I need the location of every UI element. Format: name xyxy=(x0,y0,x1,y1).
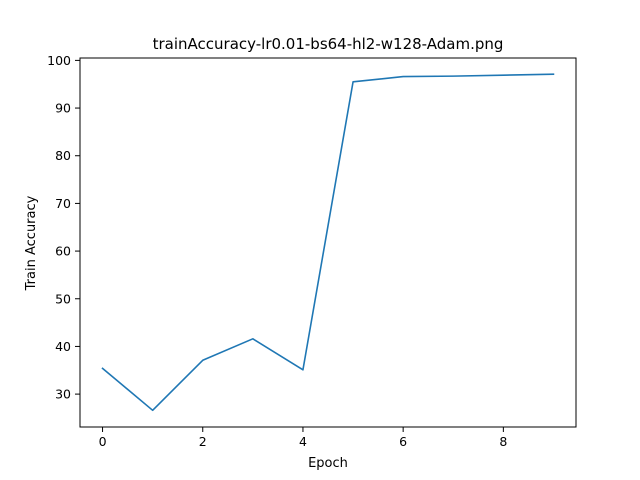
y-axis: 30 40 50 60 70 80 90 100 xyxy=(47,53,80,402)
chart-title: trainAccuracy-lr0.01-bs64-hl2-w128-Adam.… xyxy=(153,35,504,53)
y-tick-label-70: 70 xyxy=(55,196,71,211)
series-line-0 xyxy=(101,73,555,412)
x-tick-label-8: 8 xyxy=(499,434,507,449)
y-tick-label-60: 60 xyxy=(55,244,71,259)
x-tick-label-6: 6 xyxy=(399,434,407,449)
plot-area xyxy=(101,73,555,412)
y-tick-label-30: 30 xyxy=(55,387,71,402)
x-tick-label-2: 2 xyxy=(199,434,207,449)
y-tick-label-80: 80 xyxy=(55,148,71,163)
y-tick-label-100: 100 xyxy=(47,53,71,68)
plot-frame xyxy=(79,57,577,428)
y-tick-label-90: 90 xyxy=(55,101,71,116)
x-tick-label-4: 4 xyxy=(299,434,307,449)
y-axis-label: Train Accuracy xyxy=(24,195,39,291)
x-axis-label: Epoch xyxy=(308,456,348,471)
x-axis: 0 2 4 6 8 xyxy=(99,427,507,449)
y-tick-label-40: 40 xyxy=(55,339,71,354)
x-tick-label-0: 0 xyxy=(99,434,107,449)
y-tick-label-50: 50 xyxy=(55,291,71,306)
